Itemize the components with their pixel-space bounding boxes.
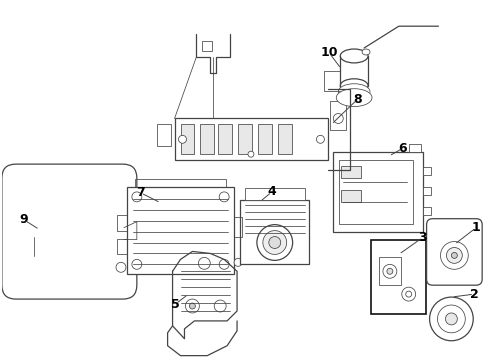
- Circle shape: [185, 299, 199, 313]
- Bar: [379, 257, 401, 285]
- Text: 7: 7: [136, 186, 145, 199]
- Text: 1: 1: [472, 221, 481, 234]
- Bar: [240, 200, 310, 264]
- Text: 8: 8: [353, 93, 362, 106]
- Ellipse shape: [340, 49, 368, 63]
- Text: 6: 6: [398, 142, 407, 155]
- Circle shape: [190, 303, 196, 309]
- Circle shape: [438, 305, 465, 333]
- Bar: [258, 125, 272, 154]
- Bar: [341, 190, 361, 202]
- Circle shape: [269, 237, 281, 248]
- Circle shape: [116, 262, 126, 272]
- Text: 3: 3: [418, 231, 427, 244]
- Bar: [174, 118, 328, 160]
- Circle shape: [441, 242, 468, 269]
- Bar: [202, 41, 212, 51]
- Text: 4: 4: [268, 185, 276, 198]
- Bar: [245, 188, 305, 200]
- FancyBboxPatch shape: [2, 164, 137, 299]
- Circle shape: [383, 264, 397, 278]
- Bar: [157, 125, 171, 146]
- Circle shape: [387, 268, 393, 274]
- Ellipse shape: [362, 49, 370, 55]
- Bar: [371, 239, 426, 314]
- Ellipse shape: [338, 84, 370, 100]
- Circle shape: [198, 257, 210, 269]
- Bar: [333, 152, 422, 231]
- Bar: [238, 125, 252, 154]
- Text: 10: 10: [320, 46, 338, 59]
- Circle shape: [446, 247, 462, 264]
- Ellipse shape: [336, 89, 372, 107]
- Bar: [422, 187, 431, 195]
- Bar: [330, 100, 346, 130]
- Circle shape: [219, 260, 229, 269]
- Circle shape: [248, 151, 254, 157]
- Bar: [422, 207, 431, 215]
- Circle shape: [445, 313, 457, 325]
- Ellipse shape: [340, 79, 368, 93]
- Bar: [341, 166, 361, 178]
- Circle shape: [430, 297, 473, 341]
- Bar: [218, 125, 232, 154]
- Bar: [127, 187, 234, 274]
- Circle shape: [214, 300, 226, 312]
- Circle shape: [333, 113, 343, 123]
- Text: 9: 9: [20, 213, 28, 226]
- Bar: [339, 160, 413, 224]
- Circle shape: [257, 225, 293, 260]
- FancyBboxPatch shape: [427, 219, 482, 285]
- Circle shape: [234, 258, 242, 266]
- Circle shape: [451, 252, 457, 258]
- Circle shape: [406, 291, 412, 297]
- Text: 2: 2: [470, 288, 479, 301]
- Bar: [200, 125, 214, 154]
- Circle shape: [317, 135, 324, 143]
- Bar: [409, 144, 420, 152]
- Circle shape: [402, 287, 416, 301]
- Bar: [422, 167, 431, 175]
- Circle shape: [132, 192, 142, 202]
- Circle shape: [263, 231, 287, 255]
- Circle shape: [132, 260, 142, 269]
- Circle shape: [219, 192, 229, 202]
- Bar: [180, 125, 195, 154]
- Circle shape: [178, 135, 187, 143]
- Text: 5: 5: [171, 297, 180, 311]
- Bar: [278, 125, 292, 154]
